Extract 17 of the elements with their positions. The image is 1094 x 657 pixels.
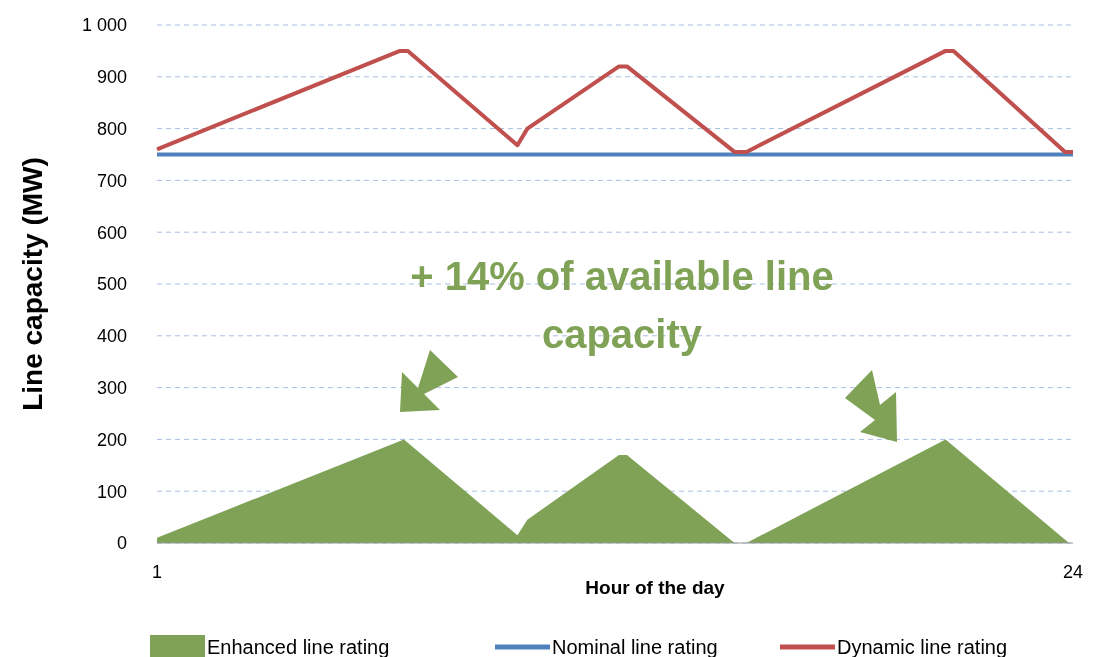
y-tick-label: 400 bbox=[96, 326, 127, 347]
x-tick-label: 1 bbox=[151, 562, 163, 582]
y-tick-label: 900 bbox=[96, 67, 127, 88]
y-tick-label: 1 000 bbox=[81, 15, 127, 36]
y-tick-label: 0 bbox=[116, 533, 127, 554]
y-tick-label: 500 bbox=[96, 274, 127, 295]
y-tick-label: 300 bbox=[96, 377, 127, 398]
y-tick-label: 800 bbox=[96, 118, 127, 139]
y-axis-title: Line capacity (MW) bbox=[17, 157, 48, 411]
y-tick-label: 100 bbox=[96, 481, 127, 502]
y-tick-label: 200 bbox=[96, 429, 127, 450]
line-series bbox=[155, 48, 1075, 154]
y-tick-label: 600 bbox=[96, 222, 127, 243]
x-tick-label: 24 bbox=[1062, 562, 1084, 582]
y-tick-label: 700 bbox=[96, 170, 127, 191]
x-axis-title: Hour of the day bbox=[585, 577, 726, 598]
annotation: + 14% of available line capacity bbox=[410, 254, 834, 356]
